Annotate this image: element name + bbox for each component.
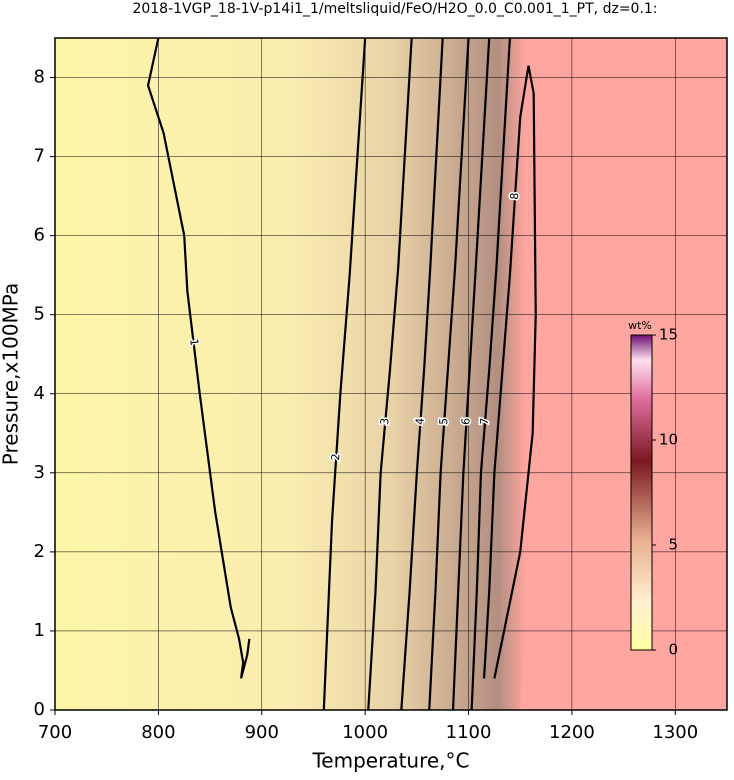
colorbar-tick-label: 15: [659, 326, 678, 344]
y-tick-label: 6: [34, 225, 45, 246]
colorbar-label: wt%: [628, 319, 652, 332]
contour-line: [451, 38, 491, 710]
contour-label: 7: [478, 417, 492, 425]
y-tick-label: 1: [34, 620, 45, 641]
contour-label: 8: [508, 192, 521, 200]
y-tick-label: 4: [34, 383, 45, 404]
plot: [55, 38, 727, 710]
chart-title: 2018-1VGP_18-1V-p14i1_1/meltsliquid/FeO/…: [132, 1, 657, 17]
contour-line: [322, 38, 367, 710]
x-tick-label: 1300: [652, 722, 698, 743]
x-tick-label: 700: [38, 722, 72, 743]
y-tick-label: 2: [34, 541, 45, 562]
contour-label: 2: [329, 453, 342, 461]
x-tick-label: 1000: [342, 722, 388, 743]
y-tick-label: 5: [34, 304, 45, 325]
y-axis-label: Pressure,x100MPa: [0, 283, 23, 465]
contour-line: [428, 38, 470, 710]
colorbar-tick-label: 0: [668, 641, 678, 659]
colorbar-tick-label: 5: [668, 536, 678, 554]
x-tick-label: 900: [245, 722, 279, 743]
colorbar: [630, 334, 653, 651]
x-tick-label: 1100: [446, 722, 492, 743]
contour-label: 3: [378, 417, 392, 425]
contour-label: 4: [413, 417, 426, 425]
contour-label: 6: [459, 418, 472, 426]
contour-line: [367, 38, 413, 710]
frame: [54, 37, 728, 711]
contour-line: [470, 38, 511, 710]
x-tick-label: 800: [141, 722, 175, 743]
contour-line: [400, 38, 444, 710]
y-tick-label: 8: [34, 67, 45, 88]
contour-line: [482, 65, 537, 679]
y-tick-label: 0: [34, 699, 45, 720]
contour-line: [146, 38, 251, 679]
colorbar-tick-label: 10: [659, 431, 678, 449]
contour-label: 5: [437, 417, 450, 425]
y-tick-label: 7: [34, 146, 45, 167]
x-axis-label: Temperature,°C: [311, 749, 469, 773]
x-tick-label: 1200: [549, 722, 595, 743]
contour-label: 1: [187, 338, 201, 347]
y-tick-label: 3: [34, 462, 45, 483]
